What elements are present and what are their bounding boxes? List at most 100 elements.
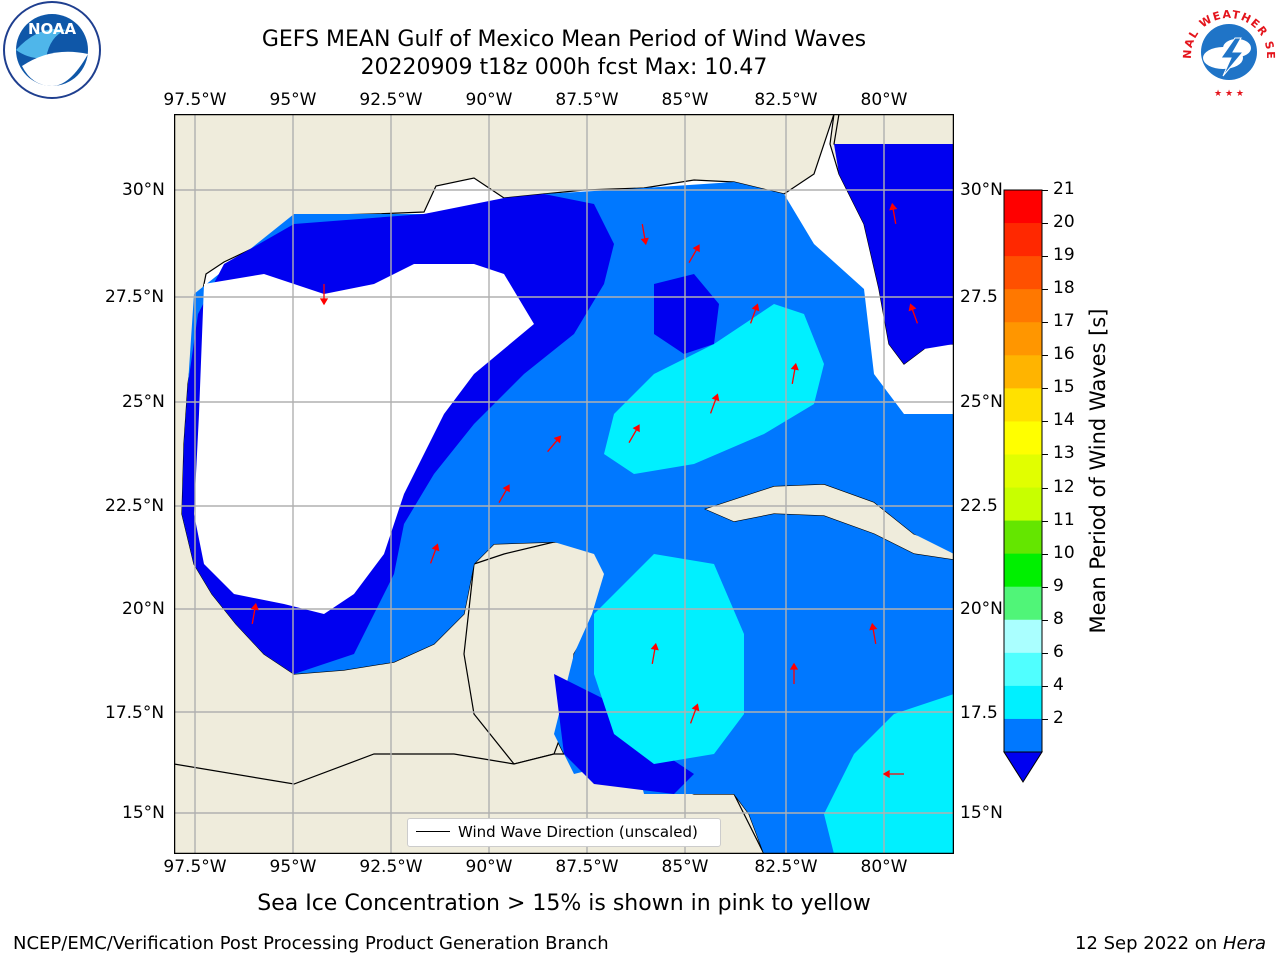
colorbar-level-box	[1004, 487, 1042, 522]
colorbar-tick-label: 14	[1053, 410, 1075, 431]
colorbar-tick-label: 8	[1053, 608, 1064, 629]
lon-label-top: 85°W	[661, 90, 709, 110]
lon-label-top: 80°W	[860, 90, 908, 110]
legend-line-icon	[416, 831, 450, 832]
colorbar-tick-label: 13	[1053, 443, 1075, 464]
colorbar-level-box	[1004, 619, 1042, 654]
lat-label-right: 17.5	[960, 703, 998, 723]
colorbar-level-box	[1004, 289, 1042, 323]
lat-label-right: 20°N	[960, 599, 1003, 619]
colorbar-level-box	[1004, 190, 1042, 224]
colorbar-tick-mark	[1042, 388, 1048, 390]
colorbar-tick-label: 17	[1053, 311, 1075, 332]
colorbar-level-box	[1004, 355, 1042, 389]
lon-label-bottom: 95°W	[269, 857, 317, 877]
lon-label-top: 87.5°W	[555, 90, 619, 110]
lon-label-top: 92.5°W	[359, 90, 423, 110]
colorbar-tick-mark	[1042, 553, 1048, 555]
colorbar-tick-label: 16	[1053, 344, 1075, 365]
period-field-dark-loop	[654, 274, 719, 354]
colorbar-level-box	[1004, 256, 1042, 290]
colorbar-tick-label: 12	[1053, 476, 1075, 497]
lon-label-bottom: 80°W	[860, 857, 908, 877]
lon-label-top: 97.5°W	[163, 90, 227, 110]
colorbar-extend-triangle	[1003, 751, 1043, 783]
colorbar-level-box	[1004, 553, 1042, 588]
colorbar-tick-label: 19	[1053, 245, 1075, 266]
colorbar-tick-label: 18	[1053, 278, 1075, 299]
lat-label-right: 25°N	[960, 392, 1003, 412]
lat-label-left: 15°N	[122, 803, 165, 823]
colorbar-level-box	[1004, 454, 1042, 489]
chart-title: GEFS MEAN Gulf of Mexico Mean Period of …	[261, 27, 867, 52]
sea-ice-caption: Sea Ice Concentration > 15% is shown in …	[257, 891, 871, 916]
footer-date: 12 Sep 2022 on Hera	[1075, 933, 1266, 954]
period-field-4-6s-east	[604, 304, 824, 474]
lon-label-top: 95°W	[269, 90, 317, 110]
colorbar-level-box	[1004, 322, 1042, 356]
colorbar-level-box	[1004, 421, 1042, 455]
colorbar-label: Mean Period of Wind Waves [s]	[1086, 308, 1110, 634]
colorbar-tick-mark	[1042, 619, 1048, 621]
colorbar-tick-mark	[1042, 520, 1048, 522]
colorbar-tick-mark	[1042, 322, 1048, 324]
colorbar-tick-mark	[1042, 355, 1048, 357]
lat-label-left: 20°N	[122, 599, 165, 619]
sea-ice-free-area	[194, 264, 534, 614]
colorbar-tick-label: 20	[1053, 212, 1075, 233]
colorbar-level-box	[1004, 388, 1042, 422]
svg-text:★ ★ ★: ★ ★ ★	[1214, 89, 1244, 99]
colorbar-level-box	[1004, 718, 1042, 753]
footer-date-text: 12 Sep 2022 on	[1075, 933, 1223, 954]
lat-label-left: 30°N	[122, 180, 165, 200]
lon-label-bottom: 87.5°W	[555, 857, 619, 877]
lat-label-right: 22.5	[960, 496, 998, 516]
colorbar-tick-mark	[1042, 190, 1048, 191]
noaa-logo-text: NOAA	[28, 20, 77, 38]
colorbar-tick-label: 4	[1053, 674, 1064, 695]
noaa-logo: NOAA	[0, 0, 104, 104]
colorbar-tick-mark	[1042, 256, 1048, 258]
wind-wave-direction-arrows	[250, 202, 919, 779]
lon-label-bottom: 97.5°W	[163, 857, 227, 877]
lon-label-top: 82.5°W	[754, 90, 818, 110]
colorbar-level-box	[1004, 652, 1042, 687]
lon-label-bottom: 90°W	[465, 857, 513, 877]
lon-label-bottom: 85°W	[661, 857, 709, 877]
lat-label-right: 30°N	[960, 180, 1003, 200]
colorbar-tick-label: 11	[1053, 509, 1075, 530]
period-field-2-dark-east	[834, 144, 954, 364]
colorbar-tick-mark	[1042, 586, 1048, 588]
colorbar-tick-label: 10	[1053, 542, 1075, 563]
colorbar-tick-label: 6	[1053, 641, 1064, 662]
colorbar-tick-label: 2	[1053, 707, 1064, 728]
lat-label-left: 22.5°N	[105, 496, 165, 516]
colorbar-tick-mark	[1042, 289, 1048, 291]
legend-label: Wind Wave Direction (unscaled)	[458, 823, 698, 841]
colorbar-tick-mark	[1042, 223, 1048, 225]
colorbar	[1003, 189, 1043, 783]
colorbar-level-box	[1004, 520, 1042, 555]
lat-label-right: 15°N	[960, 803, 1003, 823]
colorbar-tick-label: 21	[1053, 179, 1075, 199]
colorbar-tick-mark	[1042, 685, 1048, 687]
map-legend: Wind Wave Direction (unscaled)	[407, 818, 721, 847]
lon-label-bottom: 82.5°W	[754, 857, 818, 877]
colorbar-tick-mark	[1042, 487, 1048, 489]
footer-credit: NCEP/EMC/Verification Post Processing Pr…	[13, 933, 609, 954]
colorbar-tick-label: 9	[1053, 575, 1064, 596]
lat-label-left: 25°N	[122, 392, 165, 412]
colorbar-level-box	[1004, 685, 1042, 720]
graticule	[174, 114, 954, 854]
colorbar-tick-mark	[1042, 454, 1048, 456]
lat-label-left: 27.5°N	[105, 287, 165, 307]
lat-label-left: 17.5°N	[105, 703, 165, 723]
colorbar-tick-mark	[1042, 718, 1048, 720]
colorbar-tick-mark	[1042, 652, 1048, 654]
nws-logo: NATIONAL WEATHER SERVICE ★ ★ ★	[1172, 0, 1280, 100]
lat-label-right: 27.5	[960, 287, 998, 307]
colorbar-tick-label: 15	[1053, 377, 1075, 398]
colorbar-level-box	[1004, 586, 1042, 621]
colorbar-tick-mark	[1042, 421, 1048, 423]
lon-label-top: 90°W	[465, 90, 513, 110]
